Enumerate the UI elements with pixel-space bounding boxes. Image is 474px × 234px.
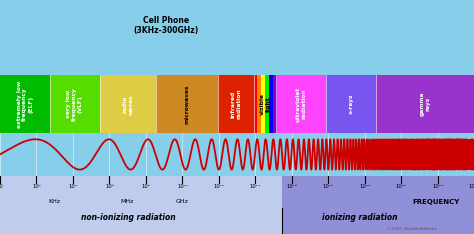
Text: very low
frequency
(VLF): very low frequency (VLF) (66, 87, 83, 121)
Text: 10²²: 10²² (395, 184, 407, 189)
Text: Cell Phone
(3KHz-300GHz): Cell Phone (3KHz-300GHz) (133, 16, 199, 35)
Text: ultraviolet
radiation: ultraviolet radiation (296, 87, 307, 122)
Bar (261, 75, 265, 133)
Bar (276, 113, 326, 133)
Bar (265, 75, 269, 133)
Bar (257, 75, 262, 133)
Text: KHz: KHz (48, 199, 61, 204)
Text: 10¹⁶: 10¹⁶ (286, 184, 297, 189)
Bar (269, 75, 273, 133)
Bar (218, 75, 254, 133)
Bar (0, 176, 282, 234)
Bar (254, 113, 276, 133)
Bar (326, 75, 376, 133)
Text: 10⁴: 10⁴ (69, 184, 77, 189)
Text: FREQUENCY: FREQUENCY (412, 199, 460, 205)
Bar (376, 113, 474, 133)
Bar (0, 113, 50, 133)
Text: 10¹²: 10¹² (214, 184, 224, 189)
Text: radio
waves: radio waves (123, 94, 133, 114)
Text: 10¹⁰: 10¹⁰ (177, 184, 188, 189)
Text: MHz: MHz (120, 199, 134, 204)
Bar (376, 75, 474, 133)
Text: x-rays: x-rays (348, 94, 354, 114)
Bar (0, 75, 50, 133)
Text: 10²⁰: 10²⁰ (359, 184, 370, 189)
Bar (156, 75, 218, 133)
Bar (100, 75, 156, 133)
Bar (100, 113, 156, 133)
Bar (254, 75, 276, 133)
Text: 10⁸: 10⁸ (142, 184, 150, 189)
Text: 10: 10 (0, 184, 3, 189)
Bar (282, 176, 474, 234)
Text: extremely low
frequency
(ELF): extremely low frequency (ELF) (17, 80, 33, 128)
Text: visible
light: visible light (260, 93, 270, 115)
Text: microwaves: microwaves (185, 84, 190, 124)
Text: 10⁶: 10⁶ (105, 184, 114, 189)
Text: non-ionizing radiation: non-ionizing radiation (81, 213, 175, 222)
Text: 10¹⁴: 10¹⁴ (250, 184, 260, 189)
Text: 10²⁴: 10²⁴ (432, 184, 443, 189)
Text: infrared
radiation: infrared radiation (230, 89, 241, 119)
Text: ionizing radiation: ionizing radiation (322, 213, 398, 222)
Bar (50, 75, 100, 133)
Bar (276, 75, 326, 133)
Text: ©2001 HowStuffWorks: ©2001 HowStuffWorks (387, 227, 438, 231)
Bar (273, 75, 277, 133)
Text: gamma
rays: gamma rays (419, 92, 430, 116)
Text: 10¹⁸: 10¹⁸ (323, 184, 333, 189)
Bar (326, 113, 376, 133)
Bar (254, 75, 258, 133)
Bar (218, 113, 254, 133)
Bar (50, 113, 100, 133)
Text: 10²⁶: 10²⁶ (468, 184, 474, 189)
Bar (156, 113, 218, 133)
Text: GHz: GHz (176, 199, 189, 204)
Text: 10²: 10² (32, 184, 41, 189)
